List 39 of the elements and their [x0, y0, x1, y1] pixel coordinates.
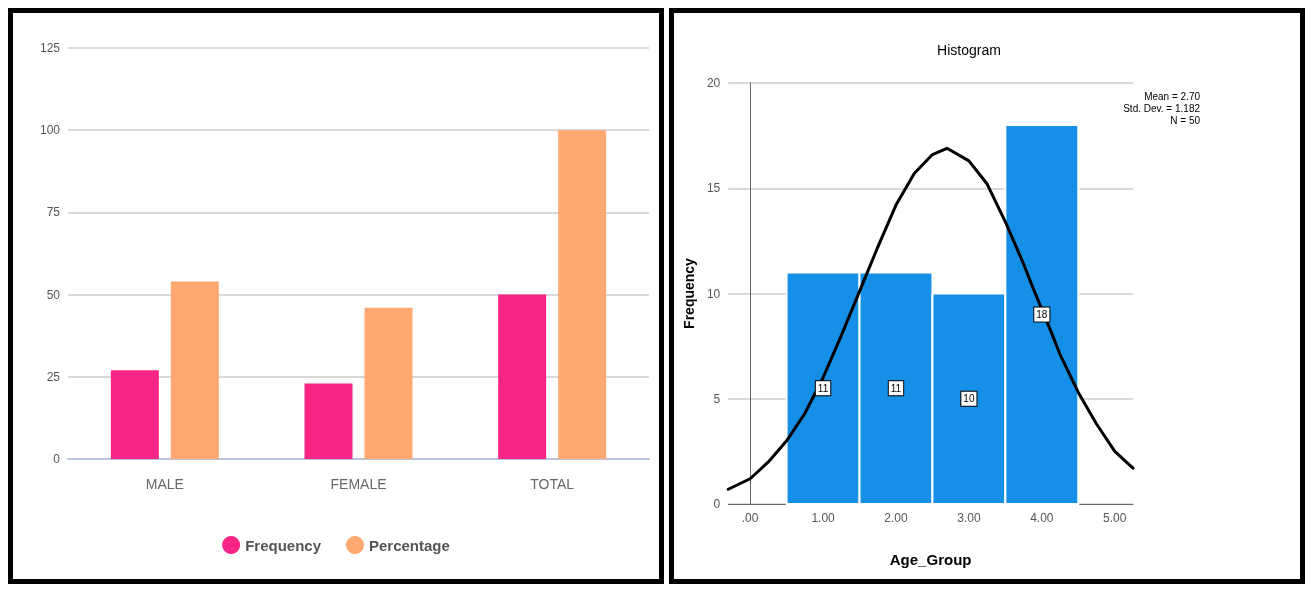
text: N = 50	[1170, 114, 1201, 126]
bar	[364, 307, 413, 459]
y-tick-label: 25	[46, 369, 61, 384]
y-axis-title: Frequency	[681, 257, 697, 329]
bar	[110, 370, 159, 459]
y-tick-label: 125	[39, 41, 61, 55]
data-label: 11	[817, 382, 829, 394]
x-tick-label: MALE	[145, 476, 184, 492]
y-tick-label: 0	[53, 452, 61, 466]
legend-label: Percentage	[368, 536, 450, 554]
line-series	[726, 146, 1135, 491]
bar	[170, 281, 219, 459]
x-axis-title: Age_Group	[889, 551, 972, 568]
bar	[558, 130, 607, 459]
annotation: Std. Dev. = 1.182	[1123, 102, 1201, 114]
x-tick-label: .00	[741, 511, 759, 525]
data-label: 11	[890, 382, 902, 394]
bar	[498, 294, 547, 459]
bar	[304, 383, 353, 459]
y-tick-label: 50	[46, 287, 61, 302]
y-tick-label: 100	[39, 123, 61, 138]
y-tick-label: 0	[713, 497, 721, 511]
x-tick-label: 4.00	[1030, 511, 1054, 525]
y-tick-label: 10	[706, 286, 721, 301]
y-tick-label: 5	[713, 391, 721, 406]
y-tick-label: 15	[706, 181, 721, 196]
x-tick-label: 5.00	[1103, 511, 1127, 525]
data-label: 10	[963, 393, 975, 405]
text: Mean = 2.70	[1144, 90, 1201, 102]
x-tick-label: 2.00	[884, 511, 908, 525]
y-tick-label: 20	[706, 76, 721, 90]
x-tick-label: 3.00	[957, 511, 981, 525]
y-tick-label: 75	[46, 205, 61, 220]
legend-label: Frequency	[245, 536, 322, 554]
x-tick-label: TOTAL	[530, 476, 575, 492]
data-label: 18	[1036, 309, 1048, 321]
x-tick-label: 1.00	[811, 511, 836, 525]
x-tick-label: FEMALE	[330, 476, 387, 492]
chart-title: Histogram	[937, 42, 1001, 58]
